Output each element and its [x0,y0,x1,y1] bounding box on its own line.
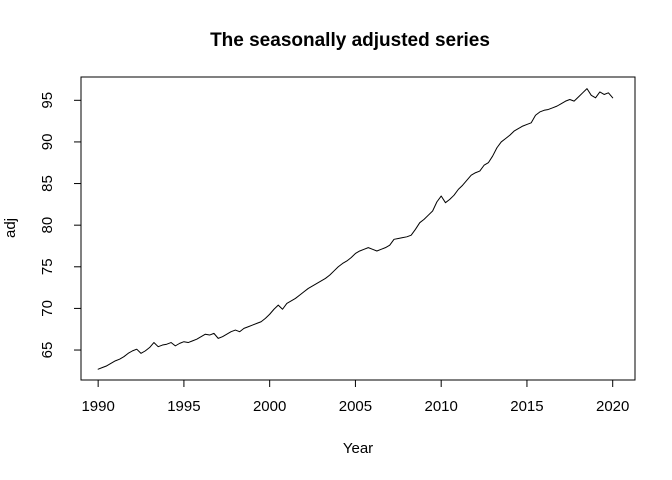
y-tick-label: 80 [39,217,56,234]
x-tick-label: 2005 [339,398,372,415]
y-tick-label: 85 [39,175,56,192]
x-axis-label: Year [343,440,373,457]
series-line-adj [97,88,614,370]
y-tick-label: 65 [39,342,56,359]
x-tick-label: 1990 [81,398,114,415]
x-tick-label: 2015 [510,398,543,415]
axes-layer: 1990 1995 2000 2005 2010 2015 2020 65 70 75 80 85 90… [39,76,636,415]
x-tick-label: 2010 [424,398,457,415]
plot-box [80,76,636,381]
y-tick-label: 70 [39,300,56,317]
x-tick-label: 2020 [596,398,629,415]
y-tick-label: 75 [39,258,56,275]
chart-title: The seasonally adjusted series [210,30,490,51]
series-layer [97,88,614,370]
y-tick-label: 90 [39,134,56,151]
x-tick-label: 1995 [167,398,200,415]
y-axis-label: adj [2,218,19,238]
x-tick-label: 2000 [253,398,286,415]
y-tick-label: 95 [39,92,56,109]
